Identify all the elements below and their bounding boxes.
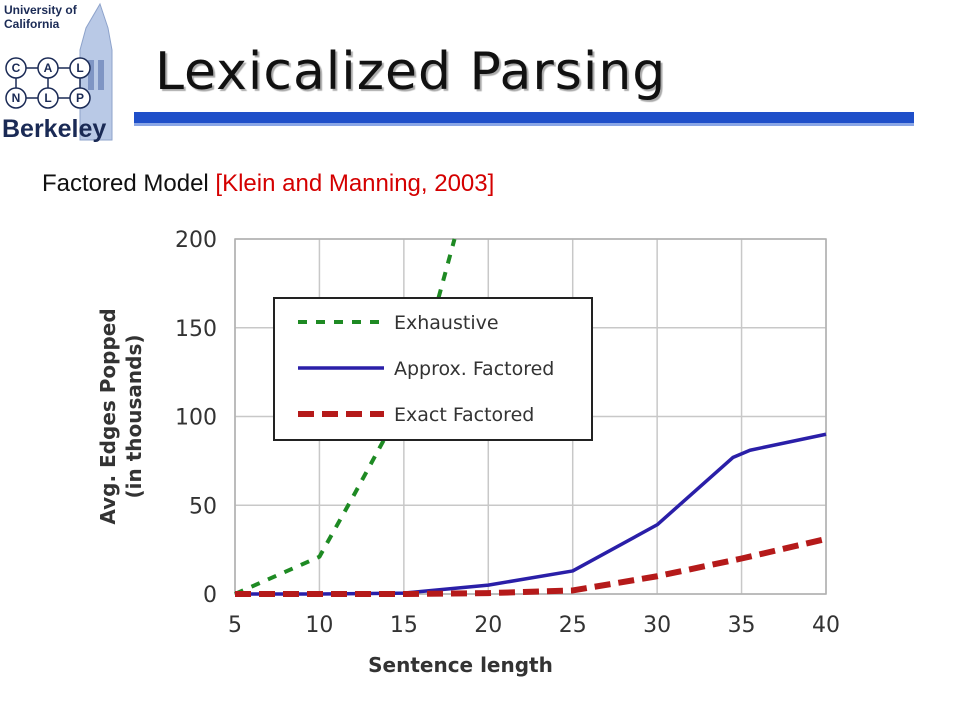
series-exhaustive [234,238,457,596]
berkeley-nlp-logo: University of California C A L N L P Ber… [2,2,113,143]
title-underline-bar [134,112,914,123]
x-axis-label: Sentence length [368,653,553,677]
title-underline-shadow [134,123,914,126]
series-exact-factored [235,536,827,597]
subtitle-citation: [Klein and Manning, 2003] [215,170,495,197]
logo-network [5,57,91,109]
x-tick-label: 30 [643,613,671,638]
x-tick-label: 10 [305,613,333,638]
slide-subtitle: Factored Model [Klein and Manning, 2003] [42,170,494,198]
y-axis-label: Avg. Edges Popped [96,308,120,524]
logo-node-l2: L [44,91,51,105]
x-tick-label: 15 [390,613,418,638]
y-tick-label: 100 [175,406,217,431]
y-axis-label-line2: (in thousands) [122,335,146,499]
y-tick-label: 50 [189,494,217,519]
subtitle-text: Factored Model [42,170,216,197]
logo-line2: California [4,17,60,31]
logo-line1: University of [4,3,78,17]
y-tick-label: 0 [203,583,217,608]
legend-label-approx-factored: Approx. Factored [394,358,554,380]
logo-node-n: N [12,91,21,105]
slide-title: Lexicalized Parsing [155,42,667,102]
logo-node-a: A [44,61,53,75]
x-tick-label: 25 [559,613,587,638]
logo-wordmark: Berkeley [2,115,106,143]
x-tick-label: 5 [228,613,242,638]
y-tick-label: 200 [175,228,217,253]
legend-label-exhaustive: Exhaustive [394,312,499,334]
logo-node-l1: L [76,61,83,75]
logo-node-p: P [76,91,84,105]
y-tick-label: 150 [175,317,217,342]
x-tick-label: 20 [474,613,502,638]
legend-label-exact-factored: Exact Factored [394,404,534,426]
series-approx-factored [235,432,827,596]
edges-popped-chart: 5 10 15 20 25 30 35 40 0 50 100 150 200 Sentence leng… [96,228,840,677]
x-tick-label: 35 [728,613,756,638]
sather-tower-shape [79,2,113,141]
logo-node-c: C [12,61,21,75]
x-tick-label: 40 [812,613,840,638]
